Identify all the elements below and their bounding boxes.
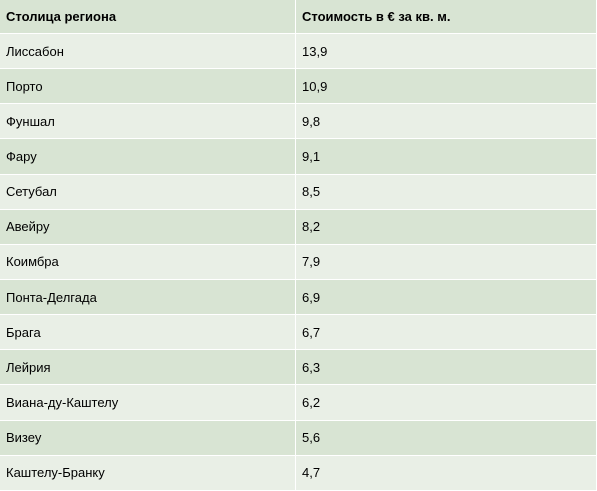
city-cell: Лейрия (0, 350, 296, 386)
price-cell: 6,7 (296, 315, 597, 351)
column-header-region-capital: Столица региона (0, 0, 296, 34)
price-cell: 9,1 (296, 139, 597, 175)
table-row: Авейру 8,2 (0, 209, 597, 245)
city-cell: Фуншал (0, 104, 296, 140)
table-row: Порто 10,9 (0, 69, 597, 105)
price-cell: 5,6 (296, 420, 597, 456)
price-cell: 9,8 (296, 104, 597, 140)
header-row: Столица региона Стоимость в € за кв. м. (0, 0, 597, 34)
table-row: Каштелу-Бранку 4,7 (0, 455, 597, 491)
price-cell: 8,2 (296, 209, 597, 245)
price-cell: 6,2 (296, 385, 597, 421)
price-cell: 6,9 (296, 279, 597, 316)
city-cell: Понта-Делгада (0, 279, 296, 316)
table-row: Лиссабон 13,9 (0, 34, 597, 70)
city-cell: Коимбра (0, 244, 296, 280)
table-row: Фуншал 9,8 (0, 104, 597, 140)
city-cell: Виана-ду-Каштелу (0, 385, 296, 421)
table-row: Виана-ду-Каштелу 6,2 (0, 385, 597, 421)
city-cell: Брага (0, 315, 296, 351)
city-cell: Лиссабон (0, 34, 296, 70)
table-row: Коимбра 7,9 (0, 244, 597, 280)
table-body: Лиссабон 13,9 Порто 10,9 Фуншал 9,8 Фару… (0, 34, 597, 491)
city-cell: Фару (0, 139, 296, 175)
table-row: Понта-Делгада 6,9 (0, 279, 597, 316)
city-cell: Авейру (0, 209, 296, 245)
price-cell: 7,9 (296, 244, 597, 280)
price-cell: 6,3 (296, 350, 597, 386)
price-cell: 13,9 (296, 34, 597, 70)
city-cell: Порто (0, 69, 296, 105)
price-cell: 4,7 (296, 455, 597, 491)
city-cell: Визеу (0, 420, 296, 456)
column-header-price: Стоимость в € за кв. м. (296, 0, 597, 34)
table-row: Сетубал 8,5 (0, 174, 597, 210)
city-cell: Сетубал (0, 174, 296, 210)
table-row: Фару 9,1 (0, 139, 597, 175)
table-row: Брага 6,7 (0, 315, 597, 351)
city-cell: Каштелу-Бранку (0, 455, 296, 491)
table-header: Столица региона Стоимость в € за кв. м. (0, 0, 597, 34)
price-cell: 8,5 (296, 174, 597, 210)
table-row: Лейрия 6,3 (0, 350, 597, 386)
price-cell: 10,9 (296, 69, 597, 105)
table-row: Визеу 5,6 (0, 420, 597, 456)
